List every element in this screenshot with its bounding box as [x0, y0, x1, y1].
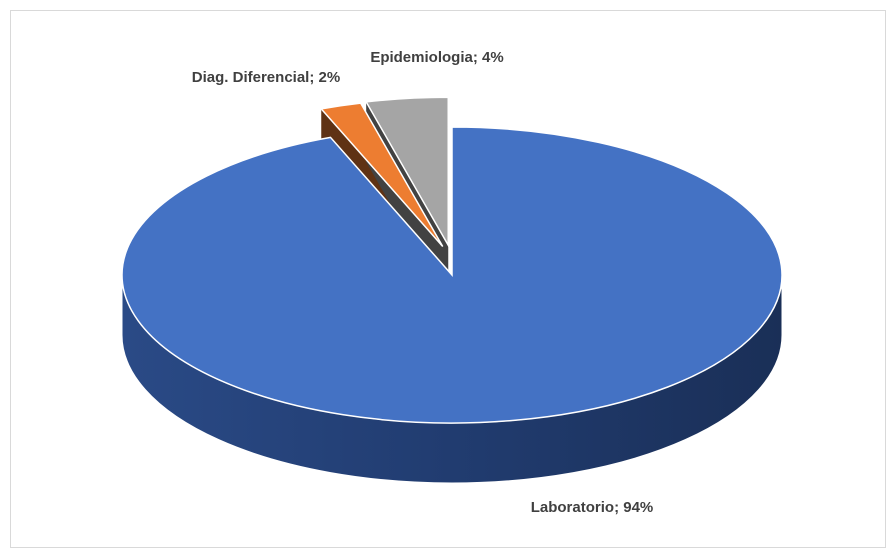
data-label: Epidemiologia; 4% [357, 47, 517, 69]
label-separator: ; [309, 69, 315, 86]
label-value: 4% [482, 49, 504, 66]
label-category: Epidemiologia [370, 49, 473, 66]
label-separator: ; [614, 499, 620, 516]
data-label: Diag. Diferencial; 2% [191, 67, 341, 89]
label-value: 2% [318, 69, 341, 86]
label-category: Diag. Diferencial [191, 69, 310, 86]
label-category: Laboratorio [530, 499, 615, 516]
slice [319, 102, 444, 247]
chart-frame [10, 10, 886, 548]
label-value: 94% [623, 499, 654, 516]
slice [364, 96, 449, 249]
label-separator: ; [472, 49, 478, 66]
data-label: Laboratorio; 94% [527, 497, 657, 519]
slice [121, 126, 783, 424]
